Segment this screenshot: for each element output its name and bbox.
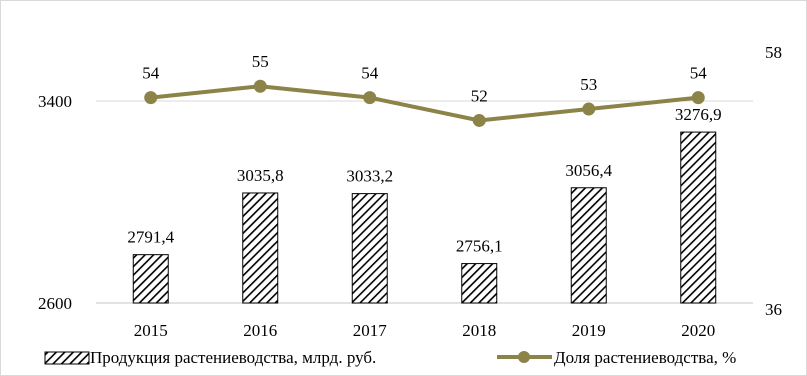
bar-value-label: 2791,4: [127, 228, 174, 247]
bar-value-label: 3276,9: [675, 105, 722, 124]
bar: [351, 193, 388, 304]
bar: [680, 131, 717, 304]
left-y-tick-bottom: 2600: [38, 294, 72, 313]
bar-value-label: 3035,8: [237, 166, 284, 185]
bar-value-label: 3033,2: [346, 167, 393, 186]
share-line: [150, 84, 699, 123]
legend: Продукция растениеводства, млрд. руб. До…: [44, 348, 736, 367]
bar: [570, 187, 607, 304]
right-y-tick-top: 58: [765, 43, 782, 62]
bar-value-label: 3056,4: [565, 161, 612, 180]
line-value-label: 53: [580, 75, 597, 94]
x-tick-label: 2020: [681, 321, 715, 340]
line-value-label: 54: [142, 64, 160, 83]
legend-line-label: Доля растениеводства, %: [554, 348, 736, 367]
x-tick-label: 2018: [462, 321, 496, 340]
bar: [461, 263, 498, 304]
x-tick-label: 2016: [243, 321, 277, 340]
legend-line-marker: [518, 351, 530, 363]
x-tick-label: 2017: [353, 321, 388, 340]
x-tick-label: 2019: [572, 321, 606, 340]
bar: [132, 254, 169, 304]
line-value-label: 54: [361, 64, 379, 83]
legend-bar-label: Продукция растениеводства, млрд. руб.: [90, 348, 376, 367]
line-point: [253, 79, 267, 93]
line-point: [472, 113, 486, 127]
line-point: [582, 102, 596, 116]
line-point: [691, 91, 705, 105]
left-y-tick-top: 3400: [38, 92, 72, 111]
line-point: [144, 91, 158, 105]
bar: [242, 192, 279, 304]
line-point: [363, 91, 377, 105]
x-tick-label: 2015: [134, 321, 168, 340]
line-value-label: 52: [471, 86, 488, 105]
bar-value-label: 2756,1: [456, 237, 503, 256]
right-y-tick-bottom: 36: [765, 300, 782, 319]
legend-bar-swatch: [44, 351, 90, 365]
line-value-label: 55: [252, 52, 269, 71]
line-value-label: 54: [690, 64, 708, 83]
